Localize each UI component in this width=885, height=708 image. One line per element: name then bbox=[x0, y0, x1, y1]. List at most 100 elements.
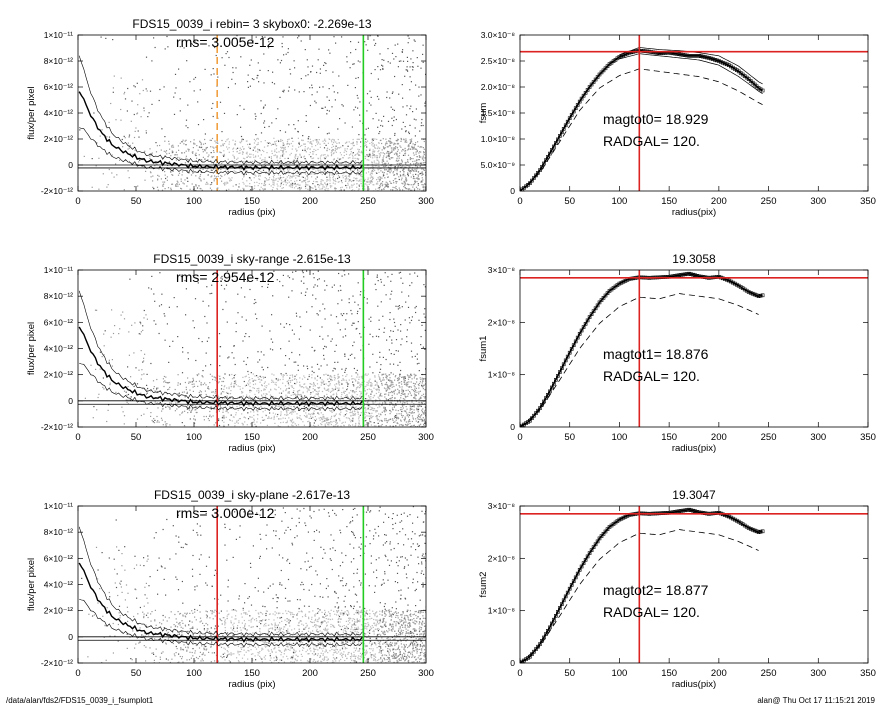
pixel-point bbox=[295, 394, 297, 396]
pixel-point bbox=[259, 69, 261, 71]
pixel-point bbox=[337, 377, 339, 380]
pixel-point bbox=[380, 139, 382, 141]
pixel-point bbox=[332, 182, 334, 184]
growth-point bbox=[687, 53, 691, 58]
pixel-point bbox=[337, 192, 338, 193]
pixel-point bbox=[216, 428, 217, 429]
pixel-point bbox=[406, 415, 408, 417]
pixel-point bbox=[258, 175, 260, 177]
pixel-point bbox=[415, 418, 417, 420]
pixel-point bbox=[310, 156, 312, 158]
pixel-point bbox=[421, 177, 423, 179]
pixel-point bbox=[422, 184, 424, 186]
pixel-point bbox=[364, 420, 366, 422]
pixel-point bbox=[370, 389, 372, 391]
pixel-point bbox=[336, 387, 338, 389]
pixel-point bbox=[133, 186, 136, 188]
pixel-point bbox=[149, 157, 151, 159]
pixel-point bbox=[165, 150, 168, 152]
pixel-point bbox=[343, 391, 345, 393]
pixel-point bbox=[303, 410, 305, 412]
pixel-point bbox=[391, 427, 392, 428]
pixel-point bbox=[318, 417, 320, 419]
pixel-point bbox=[255, 175, 257, 177]
pixel-point bbox=[360, 146, 362, 148]
pixel-point bbox=[366, 389, 368, 391]
pixel-point bbox=[96, 309, 98, 311]
pixel-point bbox=[115, 163, 117, 165]
pixel-point bbox=[223, 416, 225, 418]
pixel-point bbox=[411, 420, 413, 423]
pixel-point bbox=[367, 179, 369, 181]
pixel-point bbox=[378, 391, 380, 393]
pixel-point bbox=[308, 185, 311, 187]
pixel-point bbox=[223, 183, 226, 185]
pixel-point bbox=[386, 141, 388, 143]
pixel-point bbox=[143, 413, 145, 415]
pixel-point bbox=[335, 413, 337, 415]
pixel-point bbox=[275, 145, 277, 147]
pixel-point bbox=[257, 409, 259, 412]
pixel-point bbox=[277, 108, 279, 110]
pixel-point bbox=[281, 46, 283, 48]
pixel-point bbox=[379, 131, 381, 133]
pixel-point bbox=[196, 411, 198, 414]
pixel-point bbox=[376, 388, 378, 391]
pixel-point bbox=[259, 359, 261, 361]
pixel-point bbox=[227, 357, 229, 359]
pixel-point bbox=[407, 172, 409, 174]
pixel-point bbox=[299, 172, 301, 174]
pixel-point bbox=[155, 403, 157, 405]
pixel-point bbox=[277, 174, 280, 176]
pixel-point bbox=[217, 187, 219, 189]
pixel-point bbox=[399, 409, 402, 411]
growth-point bbox=[750, 80, 755, 85]
pixel-point bbox=[279, 157, 281, 159]
pixel-point bbox=[143, 309, 145, 312]
pixel-point bbox=[415, 387, 417, 389]
pixel-point bbox=[358, 378, 360, 380]
pixel-point bbox=[394, 178, 396, 180]
pixel-point bbox=[367, 49, 369, 51]
pixel-point bbox=[407, 170, 410, 172]
pixel-point bbox=[364, 424, 366, 426]
pixel-point bbox=[356, 409, 358, 411]
pixel-point bbox=[423, 162, 425, 164]
pixel-point bbox=[259, 375, 261, 377]
pixel-point bbox=[408, 381, 410, 383]
pixel-point bbox=[206, 286, 208, 288]
pixel-point bbox=[391, 418, 394, 420]
pixel-point bbox=[401, 338, 403, 340]
pixel-point bbox=[379, 406, 381, 408]
pixel-point bbox=[314, 416, 316, 418]
pixel-point bbox=[257, 155, 259, 157]
pixel-point bbox=[407, 149, 409, 151]
pixel-point bbox=[245, 333, 247, 335]
pixel-point bbox=[168, 140, 170, 142]
pixel-point bbox=[347, 427, 348, 428]
pixel-point bbox=[130, 376, 132, 378]
pixel-point bbox=[199, 178, 201, 180]
pixel-point bbox=[357, 172, 359, 174]
pixel-point bbox=[338, 417, 340, 420]
pixel-point bbox=[348, 302, 350, 304]
pixel-point bbox=[416, 408, 418, 410]
pixel-point bbox=[184, 410, 186, 412]
pixel-point bbox=[272, 295, 274, 297]
pixel-point bbox=[396, 157, 398, 159]
pixel-point bbox=[344, 355, 346, 357]
pixel-point bbox=[359, 333, 361, 335]
pixel-point bbox=[290, 183, 292, 185]
pixel-point bbox=[247, 143, 249, 146]
pixel-point bbox=[112, 87, 114, 89]
pixel-point bbox=[296, 158, 299, 160]
pixel-point bbox=[248, 401, 250, 403]
pixel-point bbox=[376, 147, 378, 150]
pixel-point bbox=[187, 104, 189, 106]
pixel-point bbox=[334, 187, 336, 189]
pixel-point bbox=[384, 393, 386, 395]
pixel-point bbox=[283, 407, 285, 409]
pixel-point bbox=[318, 413, 320, 415]
pixel-point bbox=[196, 145, 198, 147]
pixel-point bbox=[398, 382, 400, 384]
